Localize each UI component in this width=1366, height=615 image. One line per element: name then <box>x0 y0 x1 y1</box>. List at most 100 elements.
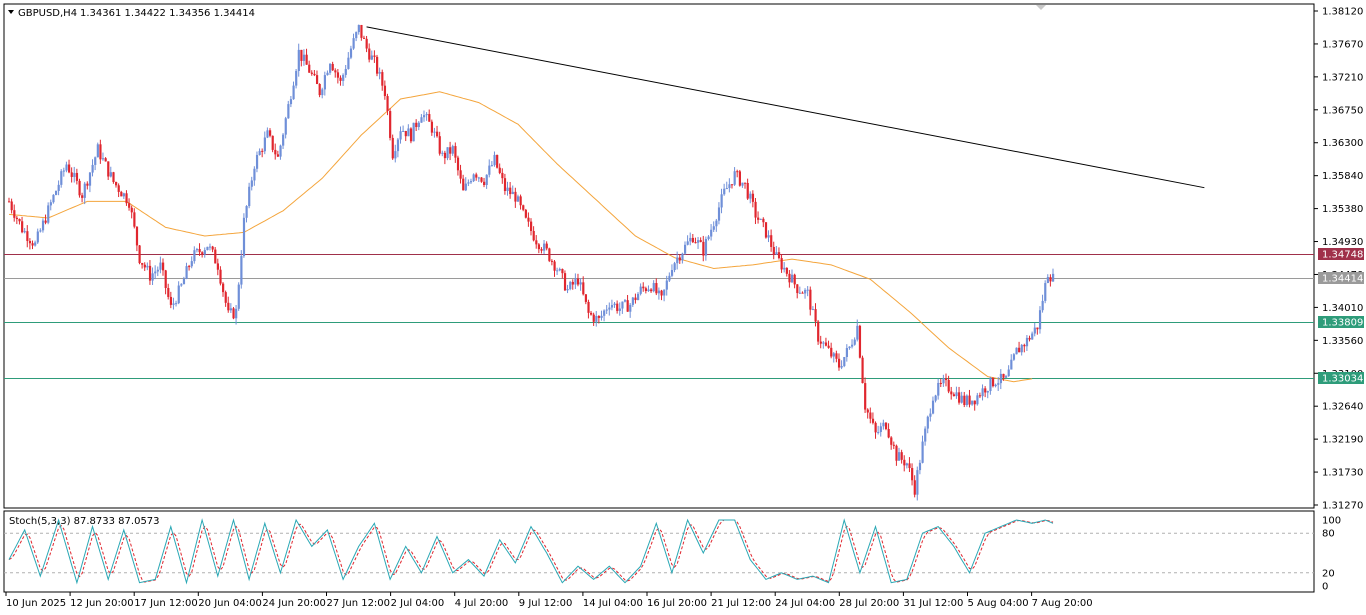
svg-text:1.34748: 1.34748 <box>1322 250 1363 261</box>
candle <box>83 181 86 205</box>
stoch-tick-label: 20 <box>1322 568 1335 579</box>
candle <box>913 475 916 498</box>
candle <box>670 264 674 278</box>
price-tick-label: 1.37210 <box>1322 72 1363 83</box>
price-panel[interactable] <box>3 3 1315 509</box>
candle <box>663 289 666 302</box>
candle <box>851 339 854 349</box>
candle <box>950 386 953 400</box>
time-axis: 10 Jun 2025 12 Jun 20:00 17 Jun 12:00 20 Ju… <box>5 592 1093 609</box>
candle <box>618 302 621 316</box>
candle <box>331 61 334 71</box>
candle <box>603 309 606 322</box>
candle <box>229 303 233 313</box>
dropdown-triangle-icon[interactable] <box>8 10 14 14</box>
candle <box>563 270 567 292</box>
candle <box>871 412 875 425</box>
candle <box>999 369 1002 390</box>
candle <box>991 377 995 388</box>
price-tag-2: 1.33809 <box>1318 316 1364 329</box>
candle <box>819 335 822 349</box>
stoch-main-line[interactable] <box>8 518 1054 585</box>
candle <box>329 62 332 75</box>
candle <box>864 377 867 413</box>
candle <box>634 293 637 304</box>
candle <box>697 236 700 249</box>
candle <box>117 183 120 198</box>
candle <box>394 144 397 163</box>
candle <box>193 246 196 264</box>
time-tick-label: 28 Jul 20:00 <box>839 598 899 609</box>
candle <box>657 287 661 300</box>
candle <box>1010 354 1013 370</box>
candle <box>443 150 447 165</box>
candle <box>516 194 520 202</box>
candle <box>543 239 546 255</box>
candle <box>485 174 488 189</box>
candle <box>832 352 835 363</box>
candle <box>206 246 209 251</box>
candle <box>1015 347 1018 355</box>
candle <box>845 344 849 362</box>
candle <box>683 241 687 255</box>
candle <box>488 159 491 178</box>
candle <box>934 394 937 403</box>
candle <box>477 176 480 183</box>
candle <box>276 150 280 157</box>
candle <box>237 282 240 311</box>
candle <box>767 230 770 243</box>
candle <box>785 267 788 277</box>
candle <box>128 198 131 211</box>
price-tick-label: 1.35840 <box>1322 171 1363 182</box>
candle <box>931 396 935 415</box>
chart-shift-marker-icon[interactable] <box>1036 5 1046 10</box>
candle <box>68 159 71 174</box>
candle <box>195 247 199 253</box>
candle <box>404 130 407 142</box>
candle <box>454 142 457 163</box>
candle <box>837 353 841 371</box>
candle <box>449 141 452 161</box>
candle <box>214 247 217 264</box>
stoch-signal-line[interactable] <box>8 519 1054 583</box>
candle <box>120 190 123 197</box>
candle <box>751 190 755 208</box>
price-tick-label: 1.33560 <box>1322 336 1363 347</box>
candle <box>94 156 97 171</box>
candle <box>402 125 405 132</box>
candle <box>623 299 627 303</box>
candle <box>399 126 402 144</box>
trendline[interactable] <box>366 26 1205 189</box>
ma-line[interactable] <box>8 91 1033 383</box>
candle <box>882 419 885 430</box>
candle <box>464 177 467 192</box>
candle <box>198 243 201 256</box>
symbol-label: GBPUSD,H4 <box>18 8 77 19</box>
time-tick-label: 4 Jul 20:00 <box>455 598 509 609</box>
candle <box>989 376 992 395</box>
candle <box>472 173 475 183</box>
candle <box>937 378 940 400</box>
candle <box>323 71 327 96</box>
candle <box>490 161 494 167</box>
candle <box>569 280 572 291</box>
time-tick-label: 27 Jun 12:00 <box>327 598 391 609</box>
horizontal-lines <box>4 254 1314 379</box>
candle <box>357 24 360 35</box>
candle <box>469 178 473 184</box>
candle <box>391 134 394 160</box>
stoch-panel[interactable] <box>3 510 1315 593</box>
candle <box>21 216 24 234</box>
candle <box>360 24 363 41</box>
candle <box>571 279 574 290</box>
candle <box>877 425 880 435</box>
candle <box>780 254 783 273</box>
candle <box>976 392 979 406</box>
candle <box>639 283 642 296</box>
candle <box>978 392 982 399</box>
candle <box>712 221 715 233</box>
candle <box>584 294 588 305</box>
candle <box>441 150 444 157</box>
candle <box>274 143 277 160</box>
